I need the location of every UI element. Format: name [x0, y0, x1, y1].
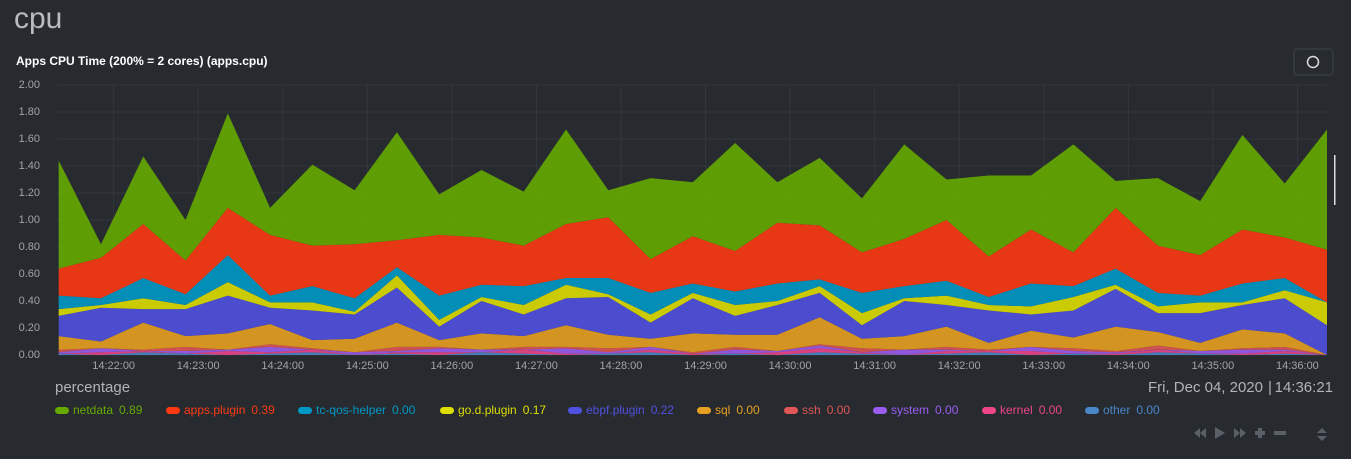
legend-value: 0.17 — [523, 403, 547, 417]
y-tick-label: 1.80 — [19, 106, 40, 118]
legend-name: tc-qos-helper — [316, 403, 386, 417]
x-tick-label: 14:35:00 — [1191, 360, 1234, 372]
x-tick-label: 14:31:00 — [853, 360, 896, 372]
area — [58, 345, 1327, 355]
x-tick-label: 14:25:00 — [346, 360, 389, 372]
button-icon[interactable] — [1306, 55, 1320, 69]
legend-name: ssh — [802, 403, 821, 417]
legend-name: other — [1103, 403, 1130, 417]
area — [58, 275, 1327, 327]
x-tick-label: 14:22:00 — [92, 360, 135, 372]
x-tick-label: 14:27:00 — [515, 360, 558, 372]
play-button[interactable] — [1215, 427, 1225, 439]
legend-swatch — [873, 407, 887, 414]
section-heading: cpu — [14, 2, 62, 35]
y-tick-label: 0.00 — [19, 349, 40, 361]
legend-name: netdata — [73, 403, 113, 417]
legend-value: 0.39 — [251, 403, 275, 417]
legend-value: 0.00 — [935, 403, 959, 417]
plot-area — [58, 113, 1327, 355]
forward-button[interactable] — [1234, 428, 1246, 438]
legend-name: apps.plugin — [184, 403, 245, 417]
legend-swatch — [697, 407, 711, 414]
legend-value: 0.00 — [392, 403, 416, 417]
legend-value: 0.00 — [736, 403, 760, 417]
y-tick-label: 1.20 — [19, 187, 40, 199]
legend-swatch — [440, 407, 454, 414]
resize-button[interactable] — [1317, 428, 1327, 441]
zoom-in-button[interactable] — [1255, 428, 1265, 438]
y-tick-label: 2.00 — [19, 79, 40, 91]
x-tick-label: 14:28:00 — [600, 360, 643, 372]
legend-swatch — [784, 407, 798, 414]
rewind-button[interactable] — [1194, 428, 1206, 438]
separator: | — [1268, 379, 1272, 396]
area — [58, 352, 1327, 355]
x-tick-label: 14:33:00 — [1022, 360, 1065, 372]
y-tick-label: 0.80 — [19, 241, 40, 253]
units-label: percentage — [55, 379, 130, 396]
y-tick-label: 1.00 — [19, 214, 40, 226]
legend-name: kernel — [1000, 403, 1033, 417]
legend-value: 0.00 — [827, 403, 851, 417]
legend-swatch — [166, 407, 180, 414]
y-tick-label: 0.60 — [19, 268, 40, 280]
legend-swatch — [55, 407, 69, 414]
legend-swatch — [982, 407, 996, 414]
legend-value: 0.89 — [119, 403, 143, 417]
x-tick-label: 14:32:00 — [938, 360, 981, 372]
legend-value: 0.00 — [1136, 403, 1160, 417]
x-tick-label: 14:24:00 — [261, 360, 304, 372]
legend-value: 0.00 — [1039, 403, 1063, 417]
pan-zoom-buttons[interactable] — [1194, 427, 1327, 441]
time-label: 14:36:21 — [1275, 379, 1333, 396]
x-tick-label: 14:29:00 — [684, 360, 727, 372]
x-tick-label: 14:26:00 — [430, 360, 473, 372]
legend-value: 0.22 — [651, 403, 675, 417]
area — [58, 317, 1327, 355]
area — [58, 348, 1327, 355]
area — [58, 113, 1327, 269]
legend-swatch — [298, 407, 312, 414]
area — [58, 207, 1327, 303]
y-tick-label: 1.40 — [19, 160, 40, 172]
legend-name: system — [891, 403, 929, 417]
zoom-out-button[interactable] — [1274, 431, 1286, 435]
button-frame[interactable] — [1293, 48, 1334, 76]
chart-title: Apps CPU Time (200% = 2 cores) (apps.cpu… — [16, 54, 268, 68]
y-tick-label: 0.20 — [19, 322, 40, 334]
legend-swatch — [1085, 407, 1099, 414]
legend-name: ebpf.plugin — [586, 403, 645, 417]
x-tick-label: 14:23:00 — [177, 360, 220, 372]
toolbox-button[interactable] — [1293, 48, 1334, 76]
legend-name: go.d.plugin — [458, 403, 517, 417]
x-tick-label: 14:30:00 — [769, 360, 812, 372]
x-tick-label: 14:34:00 — [1107, 360, 1150, 372]
y-tick-label: 0.40 — [19, 295, 40, 307]
legend-name: sql — [715, 403, 730, 417]
area — [58, 287, 1327, 355]
area — [58, 344, 1327, 355]
date-label: Fri, Dec 04, 2020 — [1148, 379, 1263, 396]
scroll-indicator — [1334, 155, 1336, 205]
y-tick-label: 1.60 — [19, 133, 40, 145]
legend-swatch — [568, 407, 582, 414]
x-tick-label: 14:36:00 — [1276, 360, 1319, 372]
area — [58, 255, 1327, 320]
